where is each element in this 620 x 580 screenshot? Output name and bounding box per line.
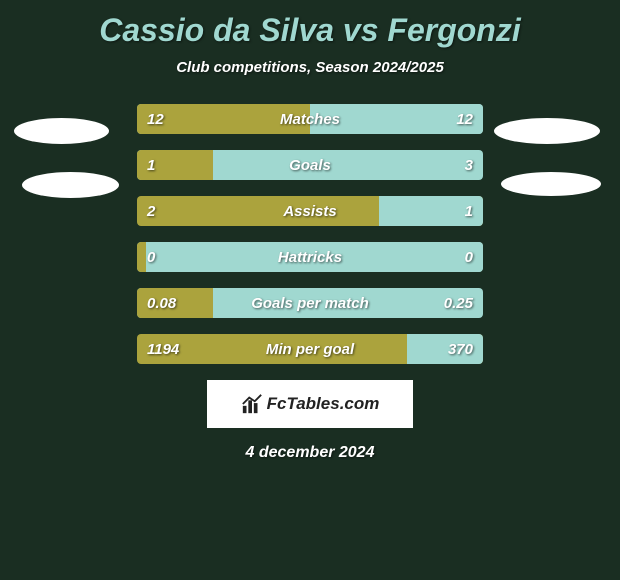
comparison-title: Cassio da Silva vs Fergonzi — [0, 0, 620, 49]
stat-label: Matches — [137, 104, 483, 134]
player1-avatar-placeholder — [14, 118, 109, 144]
stat-label: Min per goal — [137, 334, 483, 364]
stat-label: Assists — [137, 196, 483, 226]
stat-row: 1194370Min per goal — [137, 334, 483, 364]
comparison-subtitle: Club competitions, Season 2024/2025 — [0, 59, 620, 76]
stat-label: Hattricks — [137, 242, 483, 272]
bar-chart-icon — [241, 393, 263, 415]
stat-row: 13Goals — [137, 150, 483, 180]
comparison-date: 4 december 2024 — [0, 444, 620, 462]
stat-row: 00Hattricks — [137, 242, 483, 272]
comparison-chart: 1212Matches 13Goals 21Assists 00Hattricks 0.… — [0, 104, 620, 364]
player2-logo-placeholder — [501, 172, 601, 196]
player1-logo-placeholder — [22, 172, 119, 198]
stat-label: Goals — [137, 150, 483, 180]
stat-label: Goals per match — [137, 288, 483, 318]
stat-row: 0.080.25Goals per match — [137, 288, 483, 318]
stat-row: 1212Matches — [137, 104, 483, 134]
stat-row: 21Assists — [137, 196, 483, 226]
player2-avatar-placeholder — [494, 118, 600, 144]
branding-text: FcTables.com — [267, 394, 380, 414]
branding-badge: FcTables.com — [207, 380, 413, 428]
